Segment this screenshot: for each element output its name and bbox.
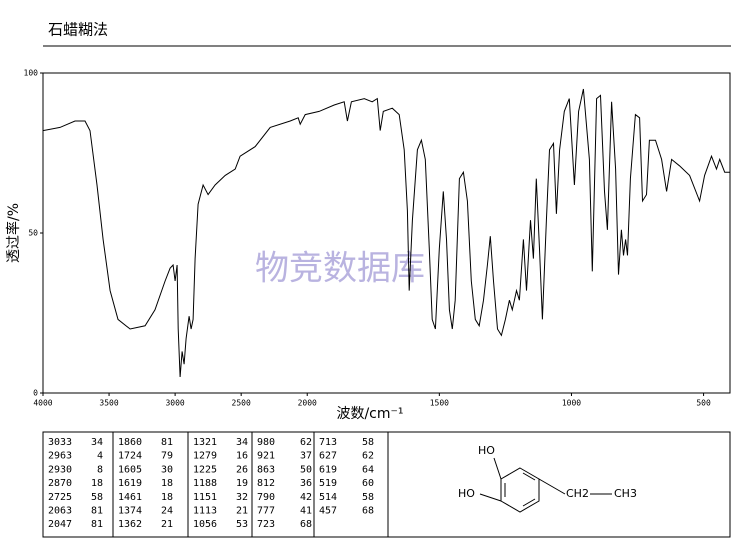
peak-wavenumber: 1605	[118, 464, 142, 475]
peak-wavenumber: 2047	[48, 519, 72, 530]
peak-transmittance: 26	[236, 464, 248, 475]
peak-transmittance: 34	[236, 437, 248, 448]
peak-wavenumber: 619	[319, 464, 337, 475]
peak-transmittance: 64	[362, 464, 374, 475]
peak-transmittance: 21	[161, 519, 173, 530]
peak-wavenumber: 723	[257, 519, 275, 530]
atom-label: CH2	[566, 487, 589, 500]
x-tick-label: 2000	[298, 399, 317, 408]
peak-wavenumber: 2963	[48, 451, 72, 462]
peak-wavenumber: 790	[257, 492, 275, 503]
y-tick-label: 50	[28, 229, 38, 238]
peak-transmittance: 34	[91, 437, 103, 448]
peak-transmittance: 30	[161, 464, 173, 475]
peak-wavenumber: 1374	[118, 506, 142, 517]
peak-wavenumber: 812	[257, 478, 275, 489]
peak-transmittance: 68	[300, 519, 312, 530]
peak-wavenumber: 519	[319, 478, 337, 489]
peak-transmittance: 18	[161, 492, 173, 503]
peak-transmittance: 81	[91, 506, 103, 517]
peak-wavenumber: 713	[319, 437, 337, 448]
peak-transmittance: 24	[161, 506, 173, 517]
x-tick-label: 1000	[562, 399, 581, 408]
peak-transmittance: 4	[97, 451, 103, 462]
peak-transmittance: 58	[362, 437, 374, 448]
peak-transmittance: 18	[161, 478, 173, 489]
peak-wavenumber: 777	[257, 506, 275, 517]
structure	[479, 457, 612, 513]
x-tick-label: 4000	[33, 399, 52, 408]
peak-wavenumber: 1321	[193, 437, 217, 448]
peak-wavenumber: 1113	[193, 506, 217, 517]
peak-wavenumber: 514	[319, 492, 337, 503]
peak-wavenumber: 2870	[48, 478, 72, 489]
double-bond	[522, 472, 536, 481]
spectrum-line	[42, 88, 730, 378]
x-tick-label: 3000	[165, 399, 184, 408]
peak-wavenumber: 457	[319, 506, 337, 517]
peak-transmittance: 62	[300, 437, 312, 448]
peak-transmittance: 81	[91, 519, 103, 530]
peak-wavenumber: 1188	[193, 478, 217, 489]
peak-transmittance: 42	[300, 492, 312, 503]
x-tick-label: 2500	[232, 399, 251, 408]
atom-label: HO	[458, 487, 475, 500]
x-axis-label: 波数/cm⁻¹	[336, 406, 403, 422]
peak-wavenumber: 921	[257, 451, 275, 462]
atom-label: CH3	[614, 487, 637, 500]
peak-wavenumber: 2063	[48, 506, 72, 517]
double-bond	[522, 498, 536, 507]
peak-wavenumber: 1860	[118, 437, 142, 448]
peak-transmittance: 36	[300, 478, 312, 489]
y-tick-label: 100	[24, 69, 39, 78]
watermark: 物竞数据库	[255, 249, 425, 289]
peak-wavenumber: 863	[257, 464, 275, 475]
peak-wavenumber: 1279	[193, 451, 217, 462]
peak-transmittance: 19	[236, 478, 248, 489]
peak-wavenumber: 2930	[48, 464, 72, 475]
peak-transmittance: 16	[236, 451, 248, 462]
y-tick-label: 0	[33, 389, 38, 398]
peak-transmittance: 8	[97, 464, 103, 475]
x-tick-label: 1500	[430, 399, 449, 408]
x-tick-label: 3500	[99, 399, 118, 408]
peak-transmittance: 53	[236, 519, 248, 530]
peak-wavenumber: 1362	[118, 519, 142, 530]
peak-transmittance: 37	[300, 451, 312, 462]
atom-label: HO	[478, 444, 495, 457]
bond	[538, 478, 566, 495]
peak-wavenumber: 1461	[118, 492, 142, 503]
peak-transmittance: 41	[300, 506, 312, 517]
peak-wavenumber: 2725	[48, 492, 72, 503]
peak-wavenumber: 627	[319, 451, 337, 462]
peak-wavenumber: 980	[257, 437, 275, 448]
peak-transmittance: 62	[362, 451, 374, 462]
peak-wavenumber: 1056	[193, 519, 217, 530]
bond	[479, 493, 502, 502]
peak-wavenumber: 1724	[118, 451, 142, 462]
peak-wavenumber: 1151	[193, 492, 217, 503]
peak-transmittance: 68	[362, 506, 374, 517]
peak-transmittance: 21	[236, 506, 248, 517]
table-frame	[42, 431, 731, 538]
peak-transmittance: 58	[362, 492, 374, 503]
peak-transmittance: 81	[161, 437, 173, 448]
x-tick-label: 500	[696, 399, 711, 408]
peak-transmittance: 60	[362, 478, 374, 489]
peak-transmittance: 50	[300, 464, 312, 475]
peak-transmittance: 18	[91, 478, 103, 489]
peak-wavenumber: 1225	[193, 464, 217, 475]
bond	[493, 457, 502, 480]
benzene-ring	[500, 467, 540, 513]
peak-wavenumber: 1619	[118, 478, 142, 489]
peak-transmittance: 32	[236, 492, 248, 503]
peak-wavenumber: 3033	[48, 437, 72, 448]
peak-transmittance: 79	[161, 451, 173, 462]
peak-transmittance: 58	[91, 492, 103, 503]
y-axis-label: 透过率/%	[5, 203, 22, 263]
chart-title: 石蜡糊法	[48, 21, 108, 39]
plot-frame	[42, 72, 731, 394]
